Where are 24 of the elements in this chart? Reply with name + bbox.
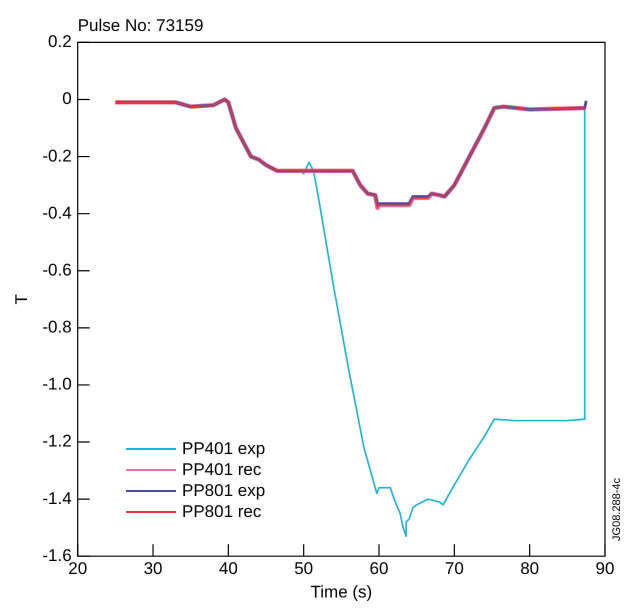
y-tick-label: -0.4 — [42, 203, 72, 222]
y-tick-label: -1.2 — [42, 432, 72, 451]
legend-label: PP801 rec — [182, 501, 262, 522]
y-tick-label: -0.8 — [42, 318, 72, 337]
y-tick-label: -0.2 — [42, 146, 72, 166]
x-tick-label: 80 — [520, 559, 540, 578]
y-axis-title: T — [12, 294, 31, 304]
x-tick-label: 60 — [370, 559, 388, 578]
y-tick-label: -1.0 — [42, 374, 72, 394]
x-tick-label: 90 — [596, 559, 614, 578]
legend-label: PP801 exp — [182, 480, 266, 501]
x-tick-label: 40 — [218, 559, 238, 578]
text: JG08.288-4c — [611, 478, 624, 541]
x-tick-label: 50 — [294, 559, 314, 578]
y-tick-label: -1.4 — [42, 488, 72, 508]
chart-title: Pulse No: 73159 — [78, 16, 204, 35]
x-axis-title: Time (s) — [310, 582, 372, 602]
legend-label: PP401 exp — [182, 438, 266, 459]
y-tick-label: 0.2 — [48, 32, 72, 52]
legend-label: PP401 rec — [182, 459, 262, 480]
x-tick-label: 70 — [444, 559, 464, 578]
y-tick-label: 0 — [62, 89, 72, 108]
y-tick-label: -0.6 — [42, 260, 72, 280]
x-tick-label: 30 — [144, 559, 162, 578]
